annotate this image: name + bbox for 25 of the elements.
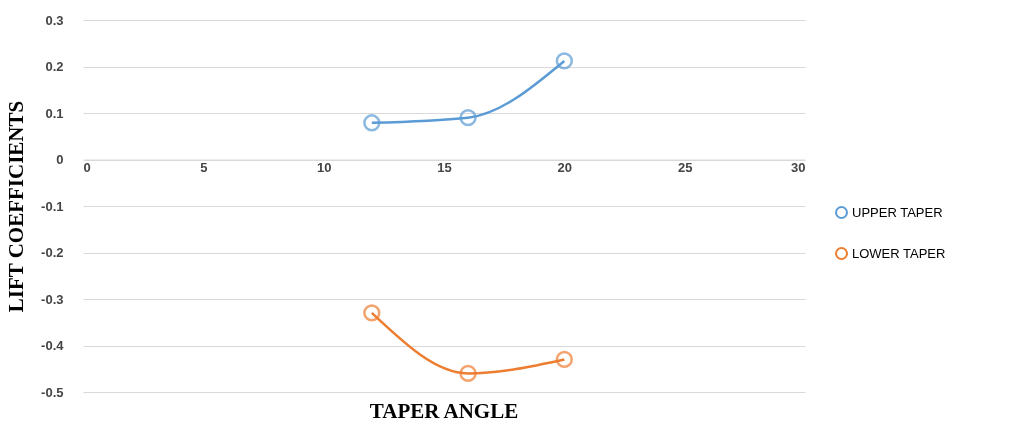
point — [363, 114, 381, 132]
y-tick-label: 0.3 — [45, 12, 64, 28]
x-tick-label: 0 — [83, 160, 91, 175]
y-axis-title: LIFT COEFFICIENTS — [4, 100, 29, 313]
x-tick-label: 15 — [437, 160, 452, 175]
y-tick-label: -0.5 — [41, 384, 64, 400]
x-tick-label: 30 — [791, 160, 806, 175]
y-tick-label: -0.1 — [41, 198, 64, 214]
point — [363, 304, 381, 322]
y-tick-label: -0.2 — [41, 245, 64, 260]
legend-label: UPPER TAPER — [852, 204, 943, 220]
y-tick-label: 0.1 — [45, 105, 64, 121]
point — [459, 364, 477, 383]
y-tick-label: 0.2 — [45, 59, 64, 74]
x-tick-label: 25 — [677, 160, 693, 175]
y-tick-label: -0.4 — [41, 338, 65, 353]
point — [555, 52, 573, 70]
x-tick-label: 20 — [557, 160, 573, 175]
point — [555, 350, 573, 369]
x-tick-label: 5 — [200, 160, 208, 175]
x-axis-title: TAPER ANGLE — [369, 399, 519, 423]
point — [459, 109, 477, 127]
legend-label: LOWER TAPER — [852, 245, 946, 261]
y-tick-label: -0.3 — [41, 291, 64, 307]
x-tick-label: 10 — [316, 160, 332, 175]
